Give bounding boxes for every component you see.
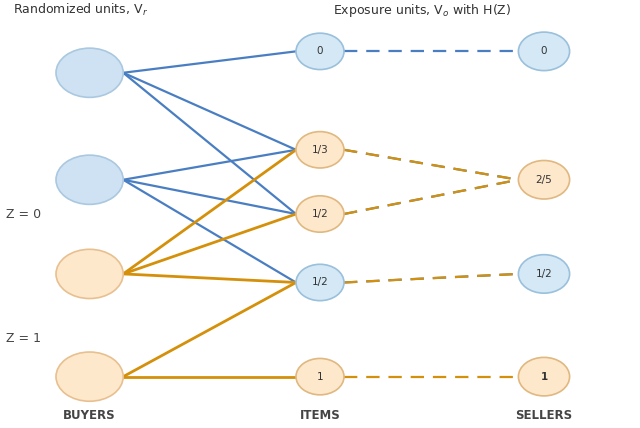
Text: 2/5: 2/5 xyxy=(536,175,552,185)
Text: Z = 1: Z = 1 xyxy=(6,332,42,345)
Text: 1/2: 1/2 xyxy=(312,209,328,219)
Text: 0: 0 xyxy=(541,46,547,56)
Ellipse shape xyxy=(296,264,344,300)
Text: 1: 1 xyxy=(317,372,323,382)
Ellipse shape xyxy=(518,255,570,293)
Ellipse shape xyxy=(56,352,124,401)
Ellipse shape xyxy=(56,155,124,205)
Text: 0: 0 xyxy=(317,46,323,56)
Text: 1/2: 1/2 xyxy=(312,277,328,288)
Text: Exposure units, V$_o$ with H(Z): Exposure units, V$_o$ with H(Z) xyxy=(333,2,511,19)
Text: ITEMS: ITEMS xyxy=(300,409,340,422)
Ellipse shape xyxy=(296,132,344,168)
Text: Randomized units, V$_r$: Randomized units, V$_r$ xyxy=(13,2,148,18)
Ellipse shape xyxy=(518,160,570,199)
Ellipse shape xyxy=(518,357,570,396)
Ellipse shape xyxy=(296,196,344,232)
Ellipse shape xyxy=(296,33,344,70)
Ellipse shape xyxy=(296,359,344,395)
Text: 1/3: 1/3 xyxy=(312,145,328,155)
Text: 1: 1 xyxy=(540,372,548,382)
Text: BUYERS: BUYERS xyxy=(63,409,116,422)
Text: SELLERS: SELLERS xyxy=(515,409,573,422)
Ellipse shape xyxy=(56,249,124,299)
Ellipse shape xyxy=(56,48,124,98)
Text: 1/2: 1/2 xyxy=(536,269,552,279)
Text: Z = 0: Z = 0 xyxy=(6,208,42,220)
Ellipse shape xyxy=(518,32,570,71)
